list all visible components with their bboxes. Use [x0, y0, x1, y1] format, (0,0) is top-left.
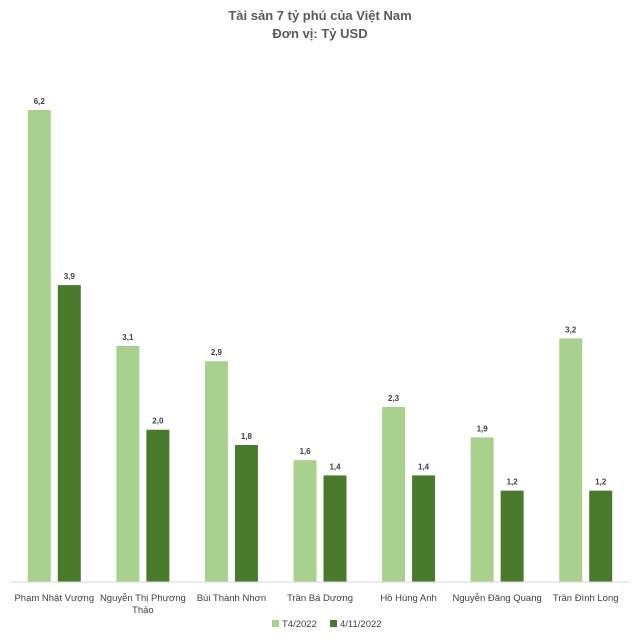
data-label-0-0: 6,2 [34, 97, 46, 106]
data-label-1-6: 1,2 [595, 478, 607, 487]
data-label-0-3: 1,6 [299, 447, 311, 456]
category-label-3-0: Trần Bá Dương [287, 593, 353, 604]
bar-t4-2022-2 [204, 361, 228, 582]
data-label-1-0: 3,9 [64, 272, 76, 281]
data-label-0-4: 2,3 [388, 394, 400, 403]
data-label-1-1: 2,0 [152, 417, 164, 426]
bar-4-11-2022-3 [323, 475, 347, 582]
data-label-1-3: 1,4 [329, 462, 341, 471]
chart-title: Tài sản 7 tỷ phú của Việt Nam [228, 8, 411, 23]
data-label-1-2: 1,8 [241, 432, 253, 441]
category-label-4-0: Hồ Hùng Anh [380, 593, 437, 604]
bar-t4-2022-6 [559, 338, 583, 582]
bar-t4-2022-5 [470, 437, 494, 582]
bar-4-11-2022-2 [234, 444, 258, 582]
bar-4-11-2022-4 [412, 475, 436, 582]
category-label-5-0: Nguyễn Đăng Quang [453, 593, 542, 604]
legend: T4/2022 4/11/2022 [272, 619, 382, 630]
chart-subtitle: Đơn vị: Tỷ USD [272, 26, 367, 41]
bar-4-11-2022-1 [146, 429, 170, 582]
data-label-0-5: 1,9 [477, 424, 489, 433]
data-label-0-1: 3,1 [122, 333, 134, 342]
data-label-1-4: 1,4 [418, 462, 430, 471]
bar-4-11-2022-6 [589, 490, 613, 582]
legend-swatch-0 [272, 620, 279, 627]
plot-area: 6,2 3,9 3,1 2,0 2,9 1,8 1,6 1,4 2,3 1,4 1,9 1,2 3,2 1… [27, 97, 613, 582]
bar-4-11-2022-0 [57, 285, 81, 582]
category-label-6-0: Trần Đình Long [553, 593, 619, 604]
bar-t4-2022-1 [116, 346, 140, 582]
category-label-2-0: Bùi Thành Nhơn [197, 593, 266, 604]
legend-label-0: T4/2022 [282, 619, 317, 630]
data-label-0-2: 2,9 [211, 348, 223, 357]
category-label-1-0: Nguyễn Thị Phương [100, 593, 186, 604]
bar-t4-2022-0 [27, 110, 51, 582]
bar-t4-2022-3 [293, 460, 317, 582]
bar-4-11-2022-5 [500, 490, 524, 582]
data-label-0-6: 3,2 [565, 325, 577, 334]
category-label-1-1: Thảo [132, 605, 154, 616]
legend-label-1: 4/11/2022 [340, 619, 382, 630]
legend-swatch-1 [330, 620, 337, 627]
category-label-0-0: Phạm Nhật Vượng [14, 593, 94, 604]
data-label-1-5: 1,2 [507, 478, 519, 487]
bar-t4-2022-4 [382, 406, 406, 582]
